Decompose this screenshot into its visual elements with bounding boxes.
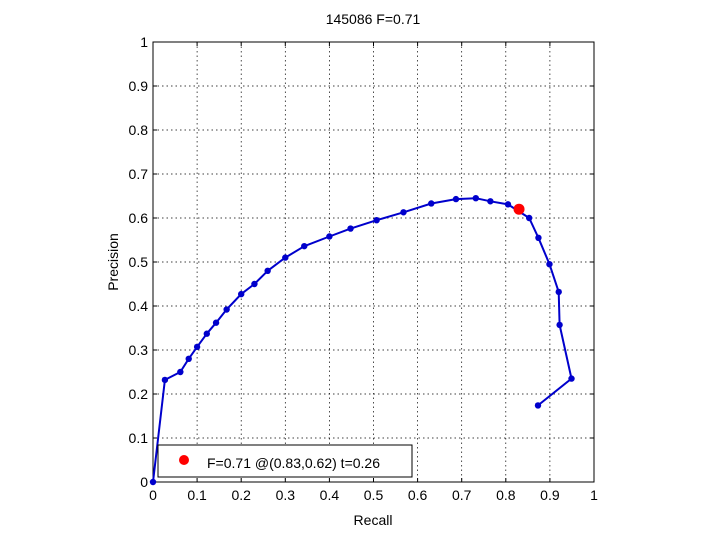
y-tick-label: 0.2 — [129, 386, 149, 402]
data-point — [193, 343, 201, 351]
data-point — [223, 306, 230, 313]
chart-title: 145086 F=0.71 — [326, 11, 421, 27]
data-point — [251, 280, 258, 288]
x-tick-label: 0.7 — [452, 487, 472, 503]
data-point — [535, 234, 542, 241]
legend-marker — [179, 455, 189, 465]
y-tick-label: 0.5 — [129, 254, 149, 270]
data-point — [568, 375, 575, 382]
y-tick-label: 0.6 — [129, 210, 149, 226]
data-point — [373, 217, 380, 224]
data-point — [161, 376, 169, 384]
data-point — [555, 288, 562, 296]
data-point — [347, 225, 354, 232]
best-point-layer — [513, 203, 525, 215]
y-axis-label: Precision — [105, 233, 121, 291]
x-tick-label: 0.9 — [540, 487, 560, 503]
data-point — [452, 195, 460, 203]
grid — [153, 42, 594, 482]
x-tick-label: 0.8 — [496, 487, 516, 503]
data-point — [149, 478, 157, 486]
data-point — [203, 330, 211, 337]
y-tick-label: 0.3 — [129, 342, 149, 358]
data-point — [212, 319, 220, 326]
data-point — [556, 321, 563, 329]
x-tick-label: 0.6 — [408, 487, 428, 503]
data-point — [185, 355, 192, 362]
best-f-point — [513, 203, 525, 215]
data-point — [546, 261, 553, 268]
data-point — [238, 290, 245, 298]
data-point — [177, 368, 184, 376]
y-tick-label: 0.9 — [129, 78, 149, 94]
data-point — [428, 200, 435, 207]
y-tick-labels: 0 0.1 0.2 0.3 0.4 0.5 0.6 0.7 0.8 0.9 1 — [129, 34, 149, 490]
data-point — [487, 198, 494, 205]
x-tick-label: 0.1 — [187, 487, 207, 503]
data-point — [504, 201, 512, 208]
data-point — [472, 195, 480, 202]
legend: F=0.71 @(0.83,0.62) t=0.26 — [157, 444, 413, 478]
y-tick-label: 0.4 — [129, 298, 149, 314]
x-tick-label: 0.2 — [231, 487, 251, 503]
y-tick-label: 0.7 — [129, 166, 149, 182]
data-point — [264, 267, 271, 274]
data-point — [534, 402, 542, 409]
legend-box — [157, 444, 413, 478]
x-tick-label: 0 — [149, 487, 157, 503]
x-tick-label: 0.4 — [320, 487, 340, 503]
y-tick-label: 0 — [140, 474, 148, 490]
x-tick-label: 0.5 — [364, 487, 384, 503]
data-point — [282, 254, 289, 261]
data-point — [525, 214, 533, 222]
y-tick-label: 1 — [140, 34, 148, 50]
data-point — [301, 242, 308, 250]
data-point — [326, 233, 333, 240]
x-tick-labels: 0 0.1 0.2 0.3 0.4 0.5 0.6 0.7 0.8 0.9 1 — [149, 487, 598, 503]
y-tick-label: 0.1 — [129, 430, 149, 446]
series-layer — [149, 195, 575, 486]
x-tick-label: 0.3 — [276, 487, 296, 503]
x-tick-label: 1 — [590, 487, 598, 503]
legend-label: F=0.71 @(0.83,0.62) t=0.26 — [207, 455, 380, 471]
x-axis-label: Recall — [354, 512, 393, 528]
data-point — [400, 209, 407, 216]
y-tick-label: 0.8 — [129, 122, 149, 138]
